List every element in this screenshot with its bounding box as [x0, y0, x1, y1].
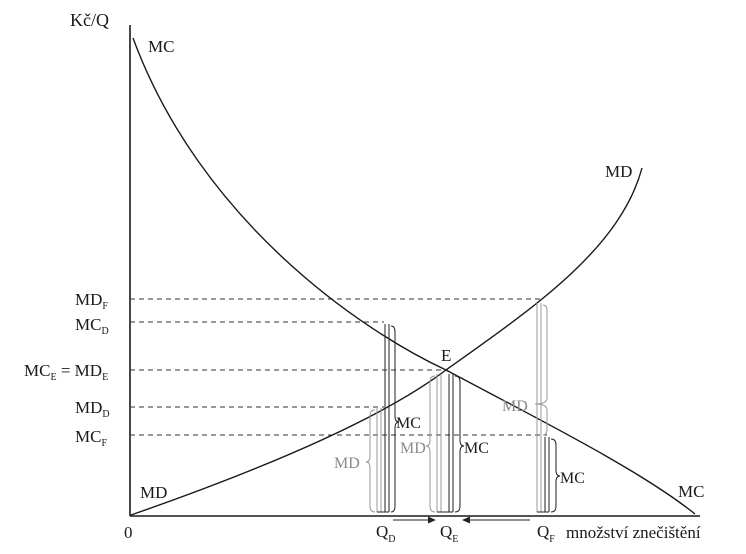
x-label-q-e: QE — [440, 522, 458, 545]
x-label-q-f: QF — [537, 522, 555, 545]
y-label-md-f: MDF — [75, 290, 108, 312]
brace-label-qf-mc: MC — [560, 470, 585, 487]
qd-mc-brace — [390, 325, 400, 513]
y-label-md-d: MDD — [75, 398, 110, 420]
mc-bottom-label: MC — [678, 482, 704, 501]
equilibrium-label: E — [441, 346, 451, 365]
qe-md-brace — [425, 375, 436, 513]
brace-label-qd-md: MD — [334, 455, 360, 472]
mc-curve — [132, 37, 696, 515]
x-axis-label: množství znečištění — [566, 523, 701, 542]
md-curve — [130, 167, 643, 516]
y-label-mc-e-md-e: MCE = MDE — [24, 361, 108, 383]
md-top-label: MD — [605, 162, 632, 181]
brace-label-qf-md: MD — [502, 398, 528, 415]
qf-md-brace — [534, 304, 548, 436]
origin-label: 0 — [124, 523, 133, 542]
arrow-qf-to-qe-head — [462, 516, 470, 524]
qe-mc-brace — [454, 375, 465, 513]
brace-label-qd-mc: MC — [396, 415, 421, 432]
y-label-mc-f: MCF — [75, 427, 107, 449]
y-label-mc-d: MCD — [75, 315, 109, 337]
qf-mc-brace — [550, 438, 561, 513]
md-bottom-label: MD — [140, 483, 167, 502]
x-label-q-d: QD — [376, 522, 396, 545]
qd-md-brace — [365, 409, 376, 513]
y-axis-label: Kč/Q — [70, 10, 109, 30]
brace-label-qe-md: MD — [400, 440, 426, 457]
brace-label-qe-mc: MC — [464, 440, 489, 457]
arrow-qd-to-qe-head — [428, 516, 436, 524]
mc-top-label: MC — [148, 37, 174, 56]
